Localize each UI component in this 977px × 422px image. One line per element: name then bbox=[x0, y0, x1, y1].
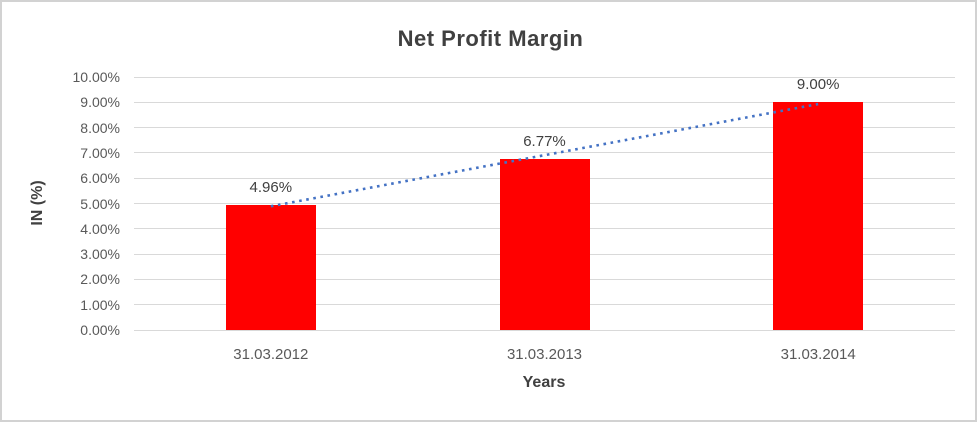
bar bbox=[773, 102, 864, 330]
y-axis-tick-label: 8.00% bbox=[80, 119, 120, 136]
y-axis-tick-label: 6.00% bbox=[80, 170, 120, 187]
y-axis-tick-label: 4.00% bbox=[80, 220, 120, 237]
y-axis-tick-label: 1.00% bbox=[80, 296, 120, 313]
y-axis-tick-label: 3.00% bbox=[80, 246, 120, 263]
x-axis-title: Years bbox=[522, 374, 566, 391]
x-axis-tick-label: 31.03.2012 bbox=[233, 346, 309, 363]
y-axis-tick-label: 7.00% bbox=[80, 144, 120, 161]
y-axis-tick-label: 9.00% bbox=[80, 94, 120, 111]
bar-value-label: 6.77% bbox=[523, 132, 566, 150]
bar-value-label: 9.00% bbox=[796, 76, 840, 94]
y-axis-tick-label: 0.00% bbox=[80, 322, 120, 338]
bar-value-label: 4.96% bbox=[249, 178, 293, 196]
bar bbox=[225, 204, 316, 330]
y-axis-tick-label: 5.00% bbox=[80, 195, 120, 212]
chart-title: Net Profit Margin bbox=[397, 26, 584, 51]
y-axis-tick-label: 2.00% bbox=[80, 271, 120, 288]
gridline bbox=[134, 329, 955, 331]
gridline bbox=[134, 101, 955, 103]
gridline bbox=[134, 76, 955, 78]
x-axis-tick-label: 31.03.2013 bbox=[506, 346, 583, 363]
x-axis-tick-label: 31.03.2014 bbox=[780, 346, 856, 363]
bar bbox=[499, 158, 590, 330]
y-axis-tick-label: 10.00% bbox=[72, 69, 120, 85]
